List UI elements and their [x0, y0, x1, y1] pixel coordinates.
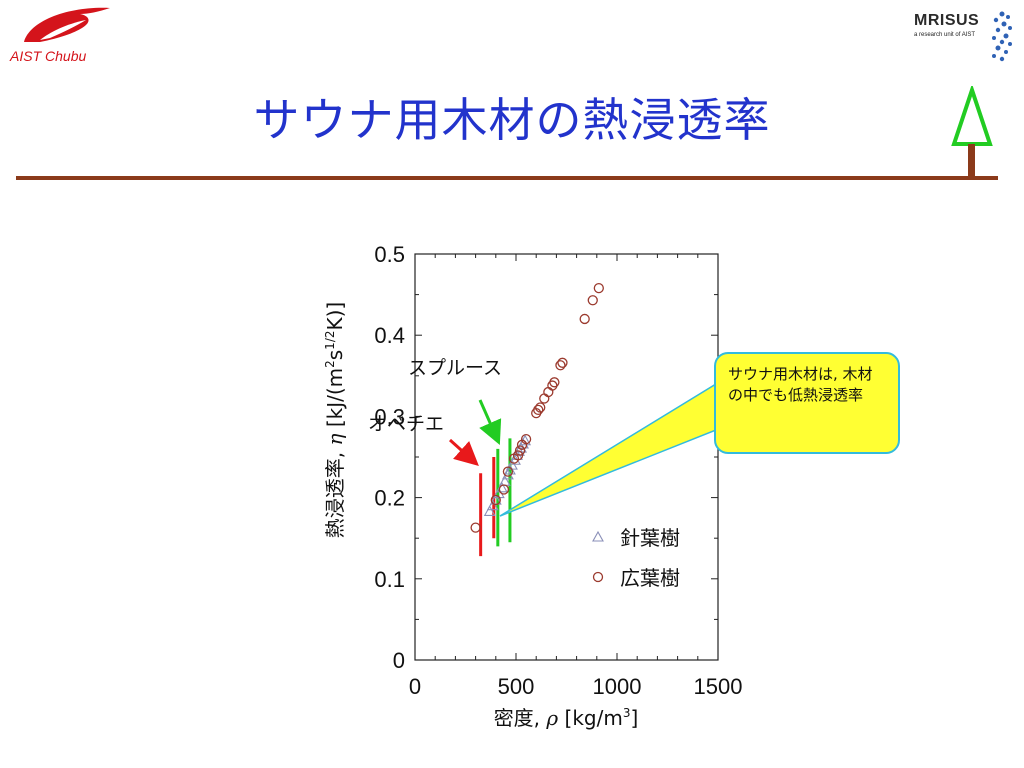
x-axis-label: 密度, ρ [kg/m3] [494, 706, 639, 730]
page-title: サウナ用木材の熱浸透率 [253, 93, 771, 147]
hardwood-point [533, 404, 544, 416]
hardwood-point [539, 393, 550, 404]
hardwood-point [512, 450, 524, 461]
y-tick-label: 0.1 [374, 567, 405, 592]
obeche-label: オベチエ [368, 413, 445, 435]
callout-wedge [499, 382, 717, 517]
callout-pointer [499, 382, 717, 517]
mrisus-logo: MRISUS a research unit of AIST [910, 8, 1020, 64]
plot-area-border [414, 253, 719, 661]
legend-hardwood-marker [592, 571, 604, 583]
obeche-arrow [448, 438, 479, 467]
hardwood-point [587, 295, 598, 306]
spruce-arrow [478, 399, 502, 445]
plot-frame [414, 253, 719, 661]
y-tick-label: 0.4 [374, 323, 405, 348]
hardwood-point [557, 357, 568, 368]
hardwood-point [535, 402, 546, 413]
callout-text: サウナ用木材は, 木材の中でも低熱浸透率 [728, 365, 873, 404]
data-marks [470, 282, 604, 533]
aist-chubu-logo: AIST Chubu [4, 2, 114, 66]
axis-labels: 密度, ρ [kg/m3] 熱浸透率, η [kJ/(m2s1/2K)] [323, 302, 638, 730]
hardwood-point [490, 494, 501, 506]
logo-left-text: AIST Chubu [10, 48, 87, 64]
y-tick-label: 0.5 [374, 242, 405, 267]
x-tick-label: 1000 [593, 674, 642, 699]
title-divider [16, 176, 998, 180]
hardwood-point [593, 282, 604, 294]
logo-right-title: MRISUS [914, 12, 980, 29]
x-tick-label: 1500 [694, 674, 743, 699]
annotation-arrows [448, 399, 502, 467]
y-axis-label: 熱浸透率, η [kJ/(m2s1/2K)] [323, 302, 347, 538]
legend-softwood-label: 針葉樹 [620, 526, 680, 550]
tree-icon [951, 86, 993, 178]
hardwood-point [502, 466, 514, 477]
logo-right-subtitle: a research unit of AIST [914, 32, 976, 38]
hardwood-point [514, 445, 526, 456]
x-tick-label: 0 [409, 674, 421, 699]
softwood-point [483, 505, 496, 516]
axis-ticks: 0 500 1000 1500 0 0.1 0.2 0.3 0.4 0.5 [374, 242, 742, 699]
hardwood-point [547, 380, 558, 391]
legend-hardwood-label: 広葉樹 [620, 566, 680, 590]
hardwood-point [520, 433, 532, 445]
spruce-label: スプルース [408, 357, 503, 379]
hardwood-point [543, 386, 554, 398]
x-tick-label: 500 [498, 674, 535, 699]
aist-swoosh-icon [24, 7, 110, 42]
hardwood-point [470, 522, 481, 533]
hardwood-point [549, 377, 560, 388]
callout-box: サウナ用木材は, 木材の中でも低熱浸透率 [714, 352, 900, 454]
y-tick-label: 0.3 [374, 404, 405, 429]
y-tick-label: 0.2 [374, 486, 405, 511]
dna-helix-icon [992, 11, 1012, 62]
hardwood-point [579, 313, 590, 325]
hardwood-point [498, 484, 510, 495]
legend-softwood-marker [592, 530, 604, 542]
softwood-point [486, 499, 499, 511]
y-tick-label: 0 [393, 648, 405, 673]
hardwood-point [555, 360, 566, 371]
